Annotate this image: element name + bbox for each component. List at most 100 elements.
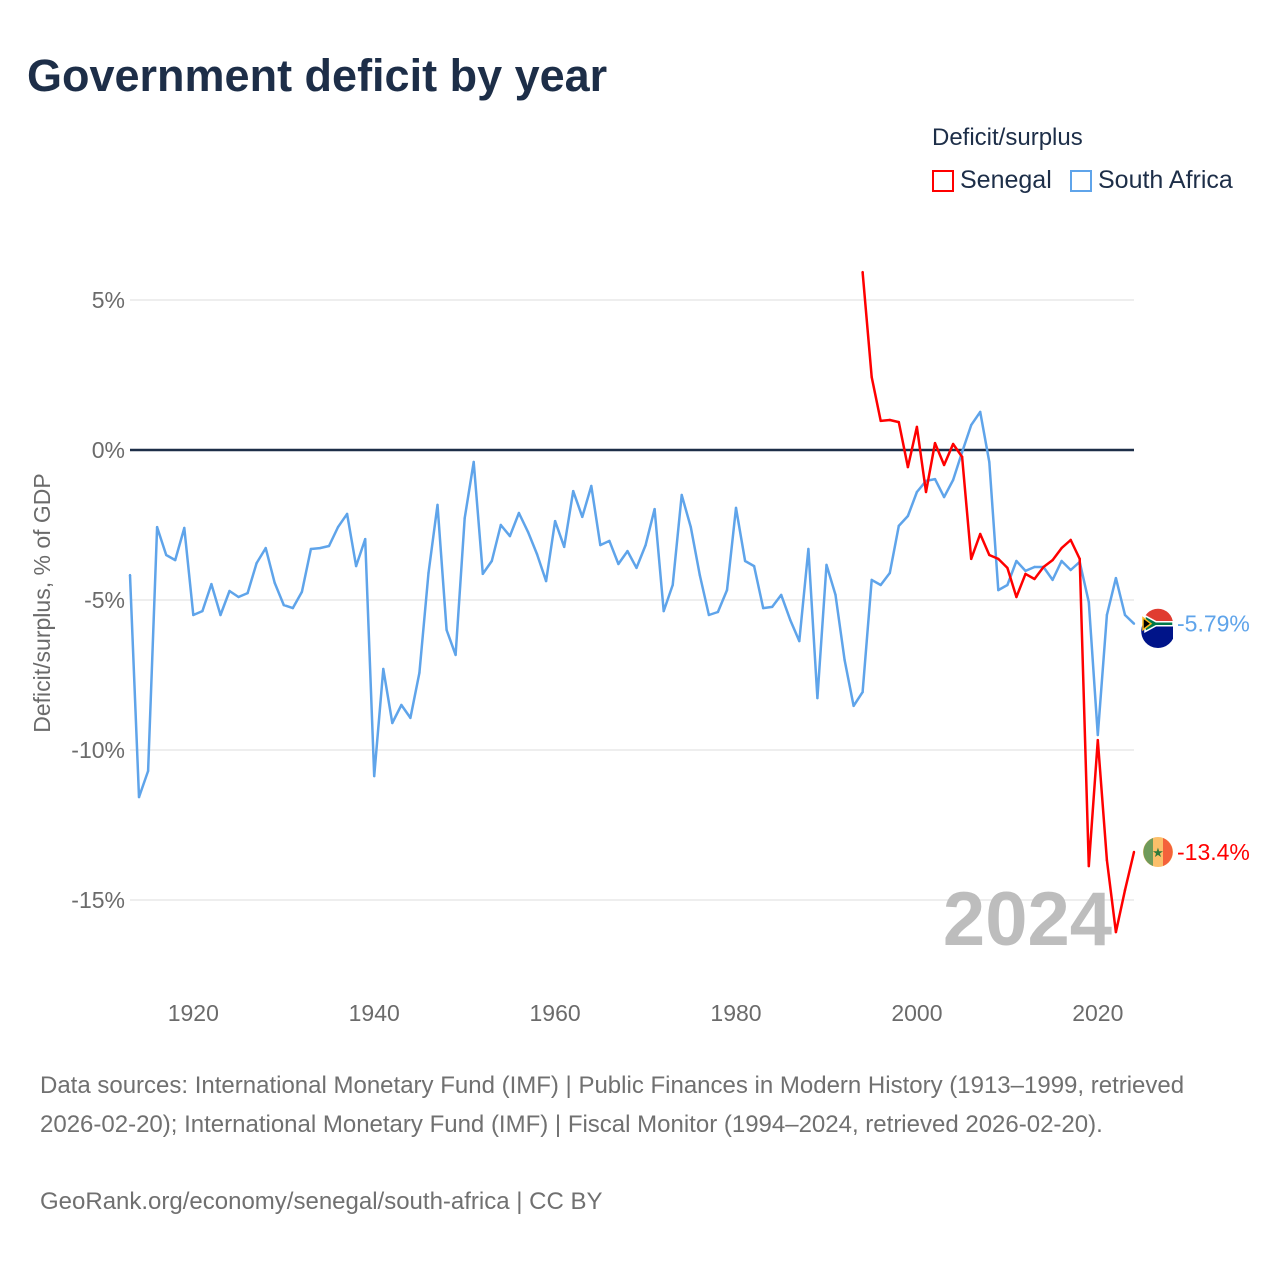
data-point: [445, 628, 448, 632]
data-point: [155, 525, 159, 529]
data-point: [354, 564, 358, 568]
data-point: [906, 465, 910, 469]
line-chart: 5% 0% -5% -10% -15% 1920 1940 1960 1980 2000 2020 D…: [29, 270, 1250, 1026]
data-point: [698, 573, 702, 577]
data-point: [789, 618, 792, 622]
data-point: [1024, 572, 1027, 576]
data-point: [1069, 568, 1072, 572]
flag-senegal-icon-green: [1143, 838, 1153, 866]
data-point: [1051, 558, 1054, 562]
data-point: [1087, 864, 1090, 868]
data-point: [1060, 559, 1063, 563]
data-point: [463, 516, 466, 520]
data-point: [1033, 577, 1036, 581]
data-point: [1114, 930, 1118, 934]
data-point: [345, 512, 349, 516]
data-point: [1123, 888, 1127, 892]
legend-item-senegal[interactable]: Senegal: [932, 166, 1052, 195]
legend-title: Deficit/surplus: [932, 124, 1083, 151]
year-watermark: 2024: [943, 877, 1112, 962]
data-point: [915, 425, 919, 429]
y-tick-label: -10%: [71, 737, 125, 763]
data-point: [807, 547, 810, 551]
data-point: [128, 573, 132, 577]
data-point: [942, 495, 946, 499]
data-point: [707, 613, 711, 617]
data-point: [391, 721, 394, 725]
data-point: [825, 563, 828, 567]
data-point: [743, 559, 747, 563]
data-point: [852, 704, 855, 708]
data-point: [562, 545, 566, 549]
x-tick-label: 1940: [349, 1000, 400, 1026]
data-point: [300, 590, 304, 594]
data-point: [924, 490, 928, 494]
data-point: [336, 525, 340, 529]
flag-south-africa-icon-black: [1142, 616, 1153, 632]
footer-credit[interactable]: GeoRank.org/economy/senegal/south-africa…: [40, 1188, 603, 1215]
data-point: [644, 543, 647, 547]
y-tick-label: 5%: [92, 287, 125, 313]
data-point: [201, 609, 204, 613]
data-point: [219, 613, 222, 617]
data-point: [210, 582, 213, 586]
data-point: [1024, 569, 1027, 573]
data-point: [933, 477, 937, 481]
data-point: [1087, 600, 1090, 604]
legend-swatch-senegal: [932, 169, 954, 192]
y-tick-label: -5%: [84, 587, 125, 613]
data-point: [291, 606, 295, 610]
legend-swatch-south-africa: [1070, 169, 1092, 192]
data-point: [752, 564, 756, 568]
series-line-senegal: [861, 271, 1136, 934]
data-point: [1060, 546, 1063, 550]
data-point: [544, 579, 548, 583]
data-point: [870, 375, 873, 379]
end-label-south-africa: -5.79%: [1177, 611, 1250, 637]
data-point: [780, 593, 783, 597]
data-point: [662, 609, 665, 613]
data-point: [816, 696, 819, 700]
data-point: [409, 716, 412, 720]
data-point: [255, 561, 258, 565]
data-point: [969, 557, 973, 561]
data-point: [517, 511, 521, 515]
data-point: [382, 667, 385, 671]
data-point: [553, 519, 557, 523]
data-point: [237, 595, 240, 599]
data-point: [969, 423, 973, 427]
data-point: [1078, 557, 1081, 561]
data-point: [761, 606, 765, 610]
y-tick-label: -15%: [71, 887, 125, 913]
data-point: [499, 523, 503, 527]
data-point: [318, 546, 322, 550]
x-tick-label: 2000: [891, 1000, 942, 1026]
chart-title: Government deficit by year: [27, 50, 608, 101]
data-point: [671, 583, 674, 587]
data-point: [933, 441, 937, 445]
data-point: [146, 769, 150, 773]
data-point: [834, 593, 837, 597]
data-point: [1015, 595, 1018, 599]
data-point: [798, 639, 801, 643]
data-point: [427, 571, 430, 575]
data-point: [174, 558, 177, 562]
data-point: [906, 514, 910, 518]
data-point: [979, 410, 982, 414]
data-point: [861, 270, 864, 274]
data-point: [626, 549, 629, 553]
data-point: [599, 543, 602, 547]
flag-south-africa-icon-green: [1144, 614, 1174, 633]
footer-sources: Data sources: International Monetary Fun…: [40, 1072, 1185, 1138]
data-point: [988, 553, 991, 557]
data-point: [363, 537, 367, 541]
data-point: [454, 653, 457, 657]
data-point: [228, 589, 231, 593]
data-point: [535, 552, 539, 556]
legend-item-south-africa[interactable]: South Africa: [1070, 166, 1233, 195]
data-point: [164, 553, 168, 557]
flag-senegal-icon-red: [1163, 838, 1173, 866]
data-point: [1006, 583, 1009, 587]
data-point: [734, 506, 738, 510]
data-point: [246, 591, 249, 595]
